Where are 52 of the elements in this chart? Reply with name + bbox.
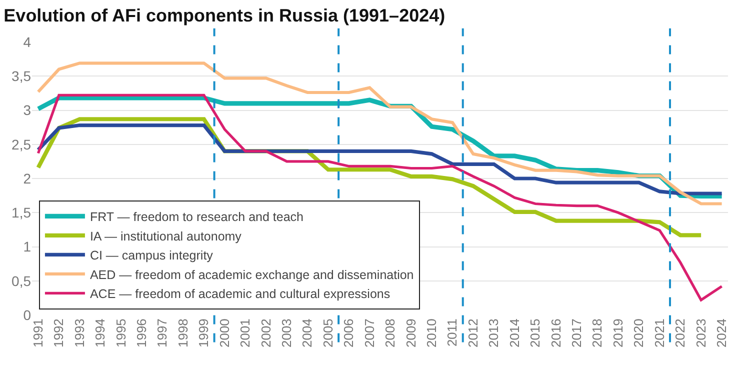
x-tick-label: 2009 xyxy=(403,318,418,348)
x-tick-label: 2021 xyxy=(652,318,667,348)
x-tick-label: 1997 xyxy=(154,318,170,348)
line-series xyxy=(36,62,724,206)
line-series xyxy=(36,123,724,196)
x-tick-label: 2016 xyxy=(548,318,564,348)
y-tick-label: 0 xyxy=(23,306,32,323)
x-tick-label: 2010 xyxy=(424,318,440,348)
x-tick-label: 2005 xyxy=(320,318,336,348)
x-tick-label: 2011 xyxy=(444,318,460,347)
legend-label: CI — campus integrity xyxy=(90,248,214,263)
x-tick-label: 2022 xyxy=(672,318,688,348)
y-tick-label: 3,5 xyxy=(12,68,32,84)
x-tick-label: 2018 xyxy=(590,318,605,348)
x-tick-label: 1995 xyxy=(113,318,128,348)
x-tick-label: 2013 xyxy=(486,318,502,348)
x-tick-label: 2020 xyxy=(631,318,646,348)
y-tick-label: 3 xyxy=(23,102,32,118)
x-tick-label: 2003 xyxy=(279,318,294,348)
x-tick-label: 1994 xyxy=(92,318,108,348)
y-tick-label: 2,5 xyxy=(12,136,32,152)
y-tick-label: 0,5 xyxy=(12,272,32,289)
x-tick-label: 1998 xyxy=(175,318,190,348)
x-tick-label: 1991 xyxy=(30,318,46,348)
x-tick-label: 2024 xyxy=(714,318,730,348)
chart-title: Evolution of AFi components in Russia (1991–2024) xyxy=(4,6,446,26)
x-tick-label: 2015 xyxy=(528,318,543,348)
x-tick-label: 2001 xyxy=(238,318,253,348)
x-tick-label: 1999 xyxy=(196,318,212,348)
y-tick-label: 4 xyxy=(23,34,32,50)
x-tick-label: 2023 xyxy=(693,318,708,348)
x-tick-label: 2019 xyxy=(610,318,626,348)
x-tick-label: 2002 xyxy=(258,318,274,348)
x-tick-label: 2014 xyxy=(506,318,522,348)
legend-label: ACE — freedom of academic and cultural expressions xyxy=(90,287,390,302)
x-tick-label: 1992 xyxy=(51,318,66,348)
y-tick-label: 2 xyxy=(23,170,32,186)
x-tick-label: 2017 xyxy=(569,318,584,348)
x-tick-label: 2008 xyxy=(382,318,398,348)
y-tick-label: 1 xyxy=(23,238,32,255)
line-series xyxy=(36,94,724,302)
x-tick-label: 2000 xyxy=(216,318,232,348)
legend-label: IA — institutional autonomy xyxy=(90,229,242,244)
x-tick-label: 2012 xyxy=(465,318,480,348)
y-tick-label: 1,5 xyxy=(12,204,32,221)
x-tick-label: 2006 xyxy=(341,318,356,348)
legend-label: FRT — freedom to research and teach xyxy=(90,210,304,224)
legend-label: AED — freedom of academic exchange and dissemination xyxy=(90,268,414,282)
x-tick-label: 1996 xyxy=(134,318,150,348)
x-tick-label: 2007 xyxy=(362,318,377,348)
x-tick-label: 1993 xyxy=(72,318,87,348)
x-tick-label: 2004 xyxy=(300,318,315,348)
